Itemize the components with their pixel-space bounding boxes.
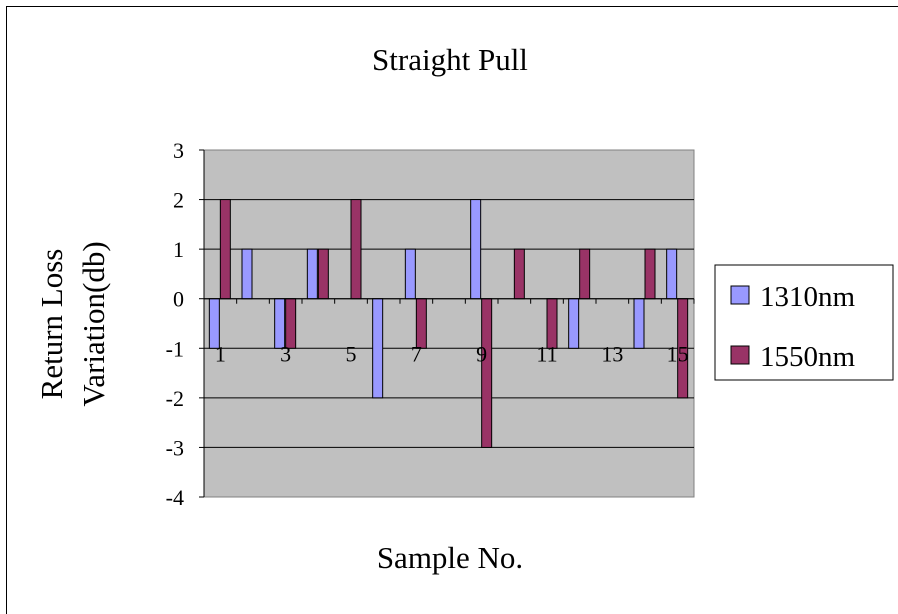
y-tick-label: -4 — [166, 485, 184, 510]
y-tick-label: 1 — [173, 237, 184, 262]
x-axis-label: Sample No. — [377, 540, 523, 575]
y-tick-label: -1 — [166, 336, 184, 361]
y-axis-label-line-2: Variation(db) — [76, 241, 111, 406]
x-tick-label: 13 — [601, 342, 623, 367]
y-tick-label: 0 — [173, 287, 184, 312]
bar-1310nm-sample-14 — [633, 298, 645, 349]
x-tick-label: 1 — [215, 342, 226, 367]
bar-1550nm-sample-9 — [481, 298, 493, 448]
x-tick-label: 7 — [411, 342, 422, 367]
y-axis-ticks: -4 -3 -2 -1 0 1 2 3 — [166, 138, 204, 510]
x-tick-label: 5 — [346, 342, 357, 367]
bar-1550nm-sample-14 — [644, 248, 656, 300]
x-tick-label: 3 — [280, 342, 291, 367]
y-tick-label: -3 — [166, 435, 184, 460]
y-tick-label: -2 — [166, 386, 184, 411]
x-tick-label: 9 — [476, 342, 487, 367]
x-axis-ticks: 1 3 5 7 9 11 13 15 — [203, 298, 695, 367]
bar-1310nm-sample-9 — [470, 199, 482, 300]
legend: 1310nm 1550nm — [714, 264, 894, 381]
chart-title: Straight Pull — [372, 42, 528, 77]
legend-swatch-1550nm — [730, 345, 750, 365]
y-tick-label: 3 — [173, 138, 184, 163]
x-tick-label: 15 — [667, 342, 689, 367]
legend-swatch-1310nm — [730, 285, 750, 305]
bar-1550nm-sample-4 — [317, 248, 329, 300]
x-tick-label: 11 — [536, 342, 557, 367]
y-tick-label: 2 — [173, 188, 184, 213]
bars — [208, 199, 689, 448]
bar-1550nm-sample-10 — [513, 248, 525, 300]
bar-1310nm-sample-12 — [568, 298, 580, 349]
bar-1310nm-sample-15 — [666, 248, 678, 300]
bar-1310nm-sample-2 — [241, 248, 253, 300]
bar-1310nm-sample-4 — [306, 248, 318, 300]
y-axis-label-line-1: Return Loss — [34, 249, 69, 400]
bar-1310nm-sample-7 — [404, 248, 416, 300]
legend-label-1550nm: 1550nm — [760, 341, 856, 373]
bar-1310nm-sample-6 — [372, 298, 384, 399]
bar-1550nm-sample-12 — [579, 248, 591, 300]
bar-1550nm-sample-1 — [219, 199, 231, 300]
legend-label-1310nm: 1310nm — [760, 281, 856, 313]
bar-1550nm-sample-5 — [350, 199, 362, 300]
